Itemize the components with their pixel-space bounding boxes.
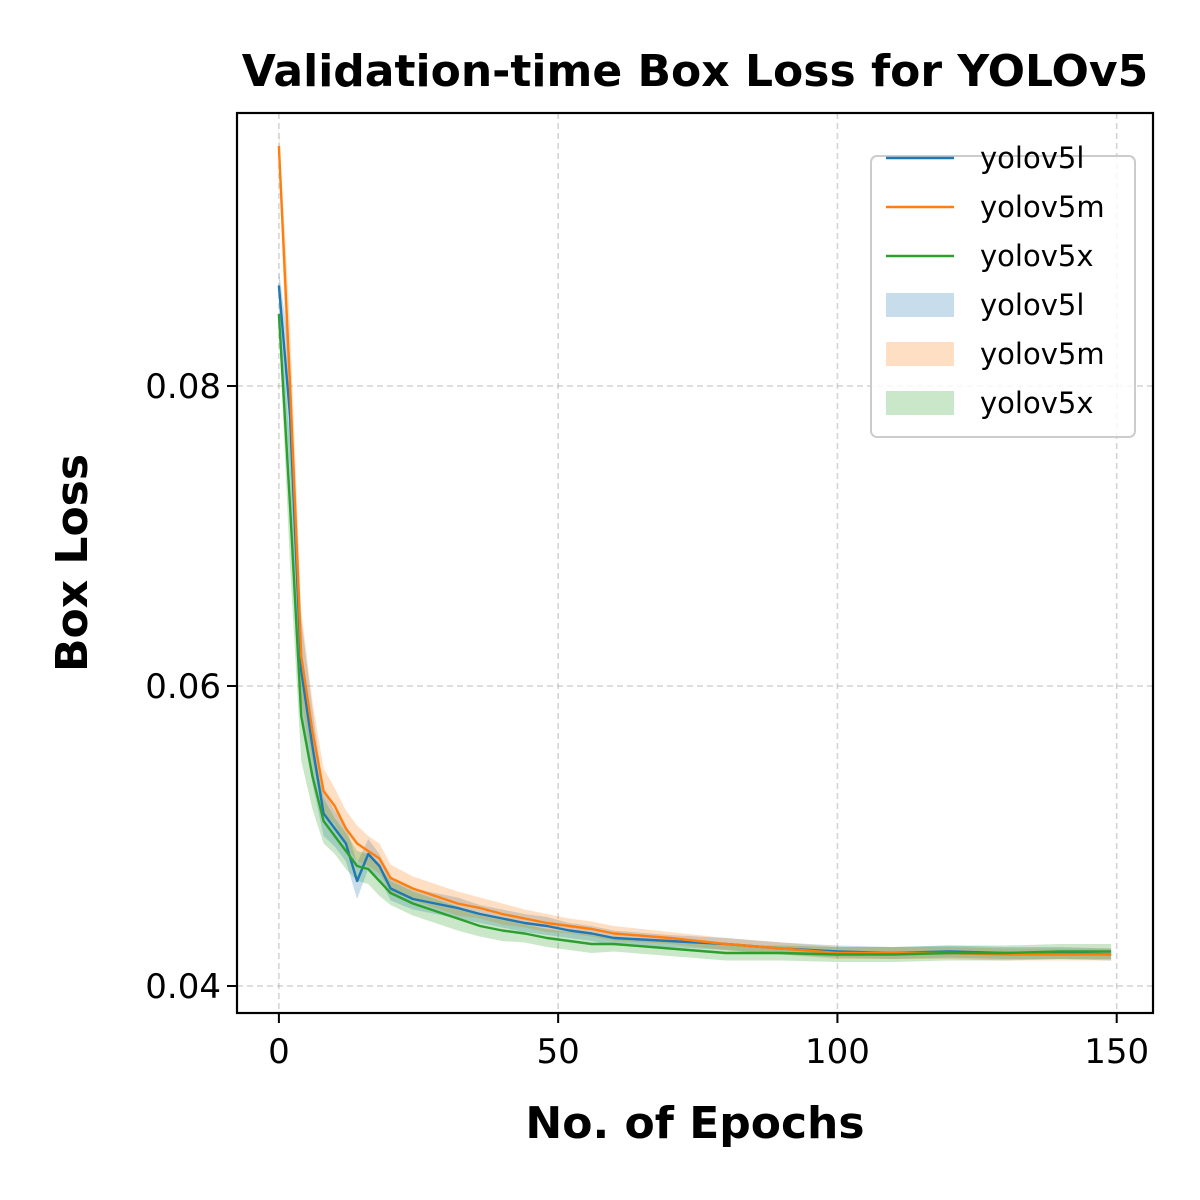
legend-label: yolov5x — [980, 239, 1093, 273]
y-tick-label: 0.04 — [145, 967, 221, 1007]
chart-title: Validation-time Box Loss for YOLOv5 — [242, 46, 1148, 97]
legend-box — [870, 155, 1136, 438]
line-yolov5l — [277, 285, 1112, 956]
plot-frame — [235, 111, 1155, 1015]
legend-band-swatch — [886, 391, 954, 415]
x-axis-ticks: 0 50 100 150 — [268, 1013, 1149, 1072]
y-tick-label: 0.06 — [145, 667, 221, 707]
series-lines — [277, 145, 1112, 956]
legend-label: yolov5l — [980, 141, 1084, 175]
line-yolov5m — [277, 145, 1112, 956]
legend-label: yolov5m — [980, 190, 1105, 224]
x-tick-label: 50 — [537, 1032, 580, 1072]
legend-label: yolov5m — [980, 337, 1105, 371]
y-axis-label: Box Loss — [47, 454, 98, 672]
x-tick-label: 0 — [268, 1032, 290, 1072]
x-tick-label: 150 — [1084, 1032, 1149, 1072]
legend-band-swatch — [886, 293, 954, 317]
y-tick-label: 0.08 — [145, 367, 221, 407]
x-tick-label: 100 — [805, 1032, 870, 1072]
legend: yolov5l yolov5m yolov5x yolov5l yolov5m yolov… — [870, 141, 1136, 438]
x-axis-label: No. of Epochs — [525, 1098, 864, 1149]
y-axis-ticks: 0.04 0.06 0.08 — [145, 367, 237, 1007]
legend-label: yolov5x — [980, 386, 1093, 420]
legend-label: yolov5l — [980, 288, 1084, 322]
line-yolov5x — [277, 313, 1112, 956]
legend-band-swatch — [886, 342, 954, 366]
